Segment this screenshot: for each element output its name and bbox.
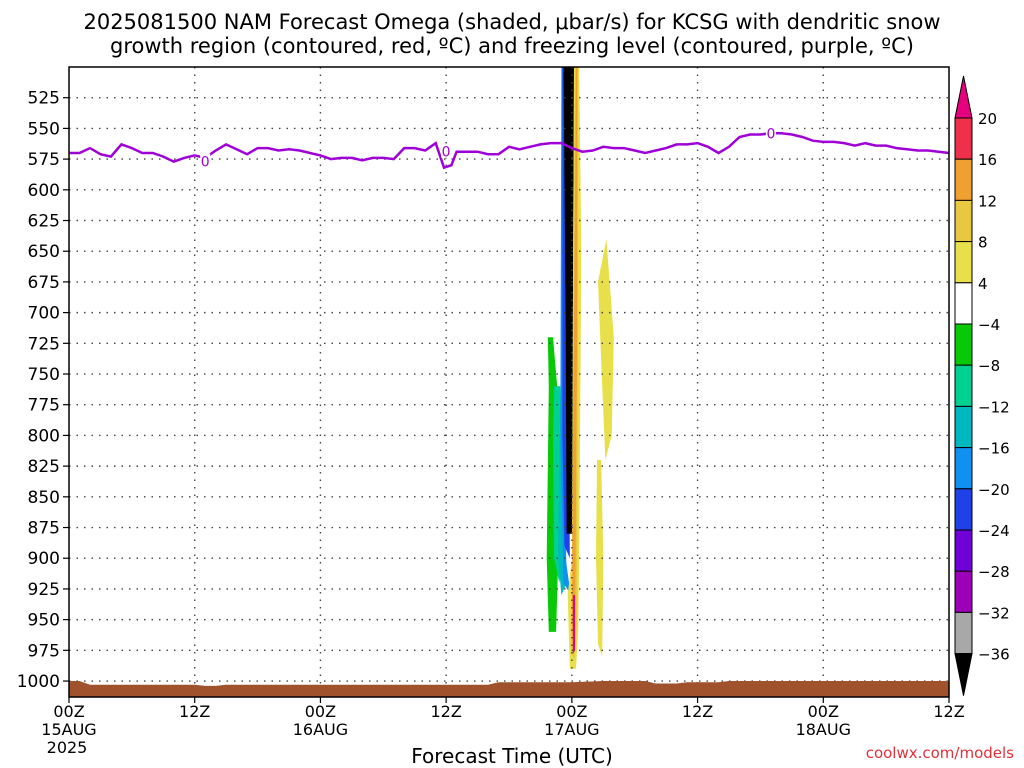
credit-link[interactable]: coolwx.com/models [865,744,1014,762]
x-tick-label: 00Z [808,702,839,721]
y-tick-label: 750 [28,365,60,385]
y-tick-label: 675 [28,273,60,293]
y-tick-label: 925 [28,580,60,600]
x-tick-year-label: 2025 [47,738,88,757]
colorbar-label: −24 [978,522,1010,540]
colorbar-swatch-12 [954,611,973,655]
colorbar-label: −20 [978,481,1010,499]
x-tick-label: 12Z [430,702,461,721]
colorbar-bottom-arrow [954,653,973,696]
freezing-contour-label: 0 [766,126,775,142]
y-tick-label: 825 [28,457,60,477]
y-tick-label: 850 [28,488,60,508]
y-tick-label: 1000 [17,672,60,692]
colorbar-label: 16 [978,151,997,169]
colorbar-swatch-3 [954,241,973,284]
colorbar-label: −16 [978,440,1010,458]
contour-label-bg-1 [441,143,452,158]
plot-area [69,67,949,697]
ground-terrain [69,681,949,697]
colorbar-swatch-8 [954,447,973,490]
y-tick-label: 775 [28,396,60,416]
colorbar-swatch-6 [954,364,973,407]
chart-title-line-2: growth region (contoured, red, ºC) and f… [110,34,914,58]
freezing-contour-label: 0 [442,145,451,161]
contour-label-bg-0 [200,153,211,168]
plot-frame [68,66,950,698]
x-tick-label: 00Z [556,702,587,721]
y-tick-label: 525 [28,89,60,109]
freezing-contour-label: 0 [201,155,210,171]
colorbar-label: −32 [978,604,1010,622]
colorbar-label: −12 [978,398,1010,416]
colorbar-swatch-10 [954,529,973,572]
x-tick-date-label: 17AUG [544,720,599,739]
y-tick-label: 650 [28,242,60,262]
colorbar-label: 8 [978,234,988,252]
x-tick-date-label: 15AUG [41,720,96,739]
colorbar-label: −8 [978,357,1000,375]
x-tick-label: 12Z [933,702,964,721]
x-tick-label: 12Z [682,702,713,721]
y-tick-label: 700 [28,304,60,324]
x-tick-label: 00Z [53,702,84,721]
y-tick-label: 950 [28,611,60,631]
y-tick-label: 975 [28,641,60,661]
omega-region-5 [563,67,574,534]
omega-region-8 [571,67,578,657]
x-tick-date-label: 16AUG [293,720,348,739]
colorbar-label: 4 [978,275,988,293]
y-tick-label: 600 [28,181,60,201]
colorbar-label: 20 [978,110,997,128]
x-tick-label: 00Z [305,702,336,721]
contour-label-bg-2 [765,125,776,140]
y-tick-label: 550 [28,119,60,139]
colorbar-swatch-5 [954,323,973,366]
colorbar-swatch-4 [954,282,973,325]
y-tick-label: 900 [28,549,60,569]
chart-title-line-1: 2025081500 NAM Forecast Omega (shaded, μ… [83,10,941,34]
colorbar-label: −36 [978,646,1010,664]
colorbar-label: −4 [978,316,1000,334]
colorbar-swatch-11 [954,570,973,613]
x-axis-label: Forecast Time (UTC) [411,744,613,768]
freezing-level-contour [69,132,950,170]
y-tick-label: 725 [28,334,60,354]
omega-region-9 [572,595,575,654]
x-tick-label: 12Z [179,702,210,721]
colorbar-swatch-9 [954,488,973,531]
colorbar-swatch-1 [954,158,973,201]
colorbar-swatch-0 [954,117,973,160]
colorbar-label: −28 [978,563,1010,581]
y-tick-label: 575 [28,150,60,170]
colorbar-label: 12 [978,192,997,210]
colorbar-swatch-2 [954,199,973,243]
y-tick-label: 875 [28,519,60,539]
colorbar-top-arrow [954,75,973,119]
colorbar-swatch-7 [954,405,973,449]
y-tick-label: 800 [28,426,60,446]
omega-region-11 [596,460,604,657]
y-tick-label: 625 [28,212,60,232]
x-tick-date-label: 18AUG [796,720,851,739]
